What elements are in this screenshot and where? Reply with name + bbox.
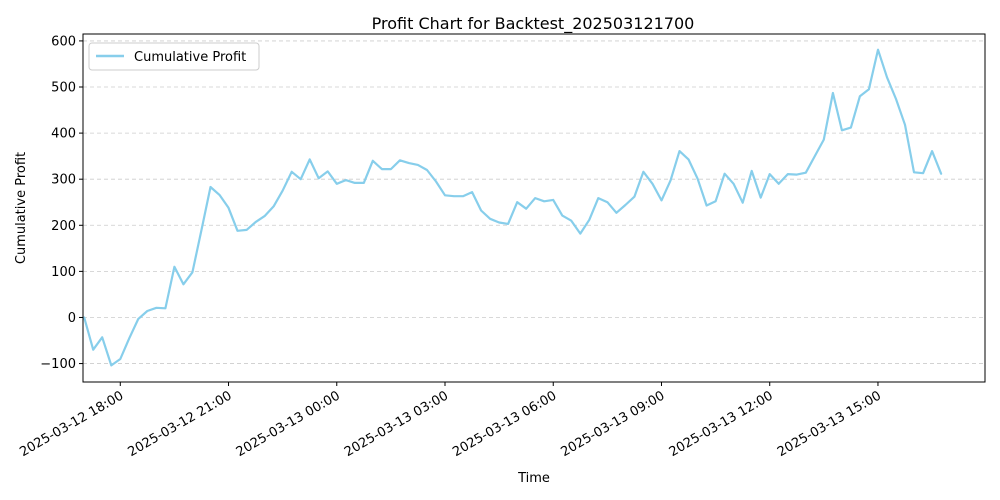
y-tick-label: 400 <box>51 127 76 142</box>
grid-layer <box>83 40 985 364</box>
y-tick-label: 600 <box>51 34 76 49</box>
legend: Cumulative Profit <box>88 42 260 71</box>
series-line-cumulative-profit <box>83 48 943 367</box>
legend-box <box>88 42 260 71</box>
line-layer <box>83 48 943 367</box>
x-axis-label: Time <box>517 471 550 486</box>
plot-frame <box>82 33 986 383</box>
legend-label: Cumulative Profit <box>134 50 246 65</box>
y-tick-label: 500 <box>51 81 76 96</box>
y-axis-label: Cumulative Profit <box>14 152 29 264</box>
y-tick-label: 200 <box>51 219 76 234</box>
y-tick-label: −100 <box>40 357 76 372</box>
y-axis: −100 0 100 200 300 400 500 600 <box>40 34 83 372</box>
y-tick-label: 100 <box>51 265 76 280</box>
chart-title: Profit Chart for Backtest_202503121700 <box>372 14 695 34</box>
y-tick-label: 0 <box>68 311 76 326</box>
y-tick-label: 300 <box>51 173 76 188</box>
